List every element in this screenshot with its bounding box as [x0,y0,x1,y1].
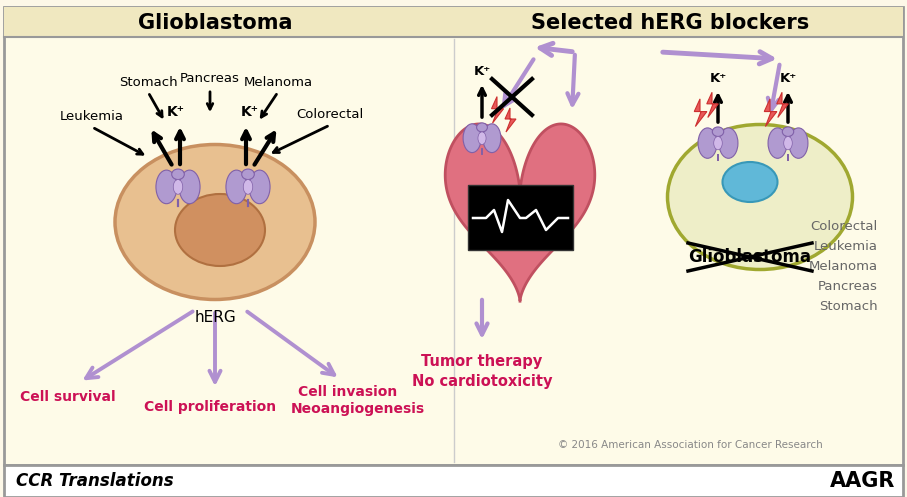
Text: Glioblastoma: Glioblastoma [138,13,292,33]
Bar [4,465,903,497]
Text: Leukemia: Leukemia [814,241,878,253]
Text: K⁺: K⁺ [241,105,259,119]
Text: Cell proliferation: Cell proliferation [144,400,276,414]
Ellipse shape [171,169,184,179]
Ellipse shape [784,137,793,150]
Ellipse shape [783,127,794,137]
Text: Pancreas: Pancreas [180,73,240,85]
Ellipse shape [156,170,177,204]
Text: CCR Translations: CCR Translations [16,472,173,490]
Text: K⁺: K⁺ [473,65,491,78]
Ellipse shape [789,128,808,159]
Bar [468,185,573,250]
Ellipse shape [463,124,481,153]
Ellipse shape [668,125,853,269]
Bar [4,7,903,37]
Text: Leukemia: Leukemia [60,110,124,123]
Text: No cardiotoxicity: No cardiotoxicity [412,374,552,389]
Text: Pancreas: Pancreas [818,280,878,294]
Text: Cell survival: Cell survival [20,390,116,404]
Polygon shape [445,124,595,301]
Ellipse shape [712,127,724,137]
Text: Melanoma: Melanoma [809,260,878,273]
Ellipse shape [226,170,247,204]
Polygon shape [765,99,777,127]
Text: K⁺: K⁺ [167,105,185,119]
Polygon shape [707,92,718,117]
Ellipse shape [476,123,487,132]
Text: Colorectal: Colorectal [297,108,364,121]
Polygon shape [776,92,788,117]
Text: Stomach: Stomach [819,301,878,314]
Polygon shape [492,96,503,123]
FancyBboxPatch shape [4,7,903,465]
Text: AAGR: AAGR [830,471,895,491]
Ellipse shape [175,194,265,266]
Ellipse shape [483,124,501,153]
Ellipse shape [478,132,486,145]
Text: Colorectal: Colorectal [811,221,878,234]
Polygon shape [694,99,707,127]
Ellipse shape [714,137,722,150]
Ellipse shape [179,170,200,204]
Text: Melanoma: Melanoma [243,76,313,88]
Text: © 2016 American Association for Cancer Research: © 2016 American Association for Cancer R… [558,440,823,450]
Text: K⁺: K⁺ [709,72,727,85]
Ellipse shape [723,162,777,202]
Text: Neoangiogenesis: Neoangiogenesis [291,402,425,416]
Text: Stomach: Stomach [119,76,177,88]
Ellipse shape [249,170,270,204]
Text: K⁺: K⁺ [779,72,796,85]
Ellipse shape [173,179,182,194]
Ellipse shape [241,169,254,179]
Ellipse shape [719,128,738,159]
Text: Selected hERG blockers: Selected hERG blockers [531,13,809,33]
Polygon shape [505,108,516,132]
Text: Tumor therapy: Tumor therapy [422,354,542,369]
Text: Cell invasion: Cell invasion [298,385,397,399]
Text: hERG: hERG [194,310,236,325]
Ellipse shape [698,128,717,159]
Ellipse shape [768,128,787,159]
Ellipse shape [115,145,315,300]
Ellipse shape [243,179,253,194]
Text: Glioblastoma: Glioblastoma [688,248,812,266]
